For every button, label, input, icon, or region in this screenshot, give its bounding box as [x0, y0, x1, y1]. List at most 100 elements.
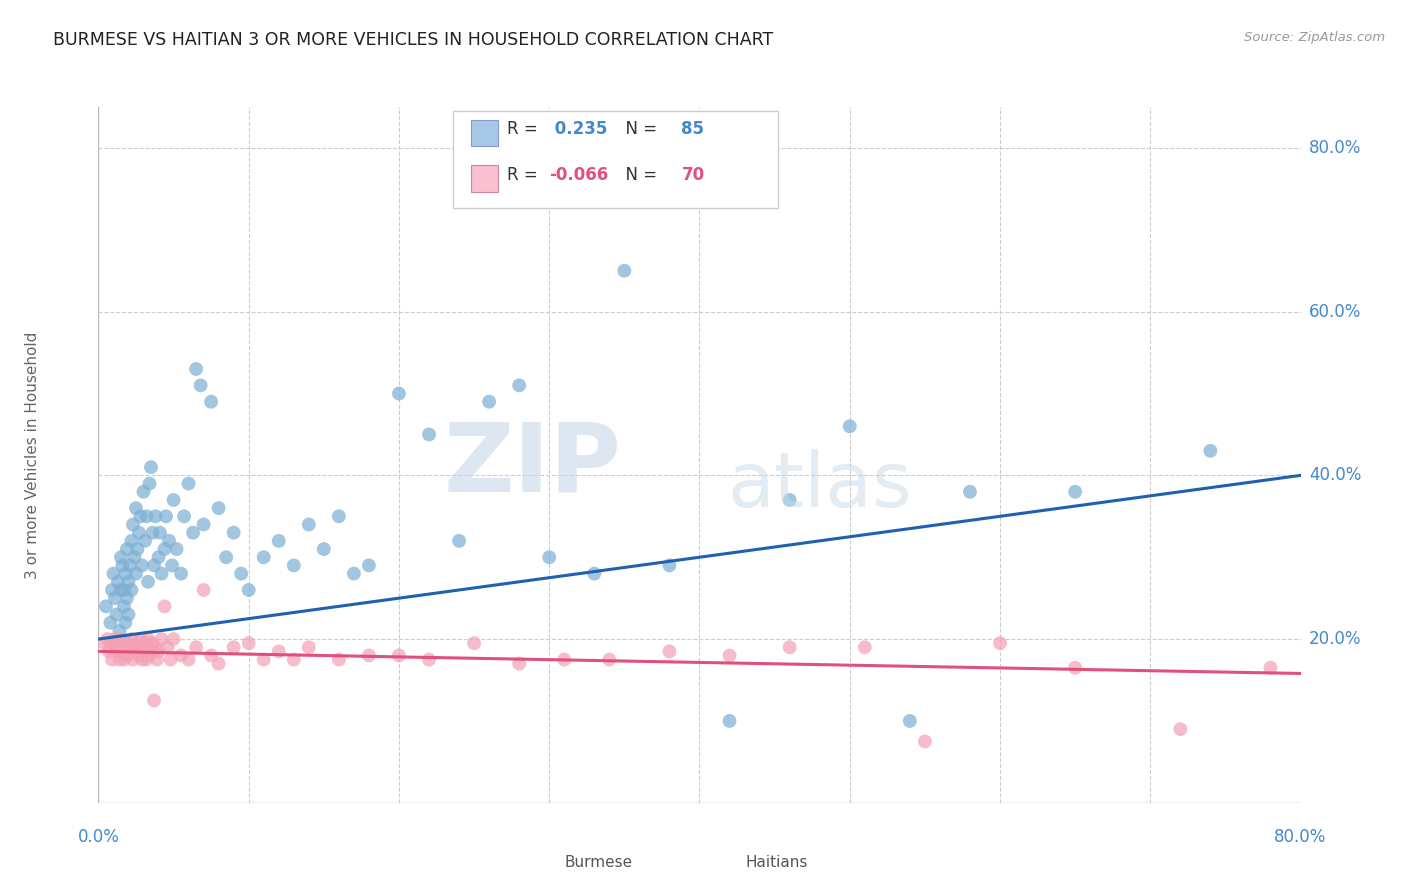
Point	[177, 652, 200, 666]
Point	[231, 566, 253, 581]
Point	[136, 632, 159, 646]
Point	[139, 460, 162, 475]
Text: Haitians: Haitians	[745, 855, 807, 870]
Point	[114, 636, 136, 650]
Point	[115, 542, 138, 557]
Point	[146, 652, 169, 666]
Point	[100, 615, 122, 630]
Point	[200, 394, 222, 409]
Point	[388, 386, 411, 401]
Point	[312, 542, 335, 557]
Point	[190, 378, 212, 392]
Point	[159, 652, 181, 666]
Point	[127, 636, 149, 650]
Point	[110, 644, 132, 658]
Point	[141, 636, 163, 650]
FancyBboxPatch shape	[529, 853, 555, 872]
Point	[121, 582, 143, 597]
Point	[181, 525, 204, 540]
Point	[94, 599, 117, 614]
Point	[598, 652, 620, 666]
Text: 20.0%: 20.0%	[1309, 630, 1361, 648]
Point	[101, 652, 124, 666]
Point	[93, 636, 115, 650]
Point	[200, 648, 222, 663]
Point	[112, 652, 135, 666]
Point	[145, 640, 167, 655]
Point	[122, 652, 145, 666]
Text: atlas: atlas	[727, 450, 912, 524]
Point	[193, 517, 215, 532]
FancyBboxPatch shape	[471, 166, 498, 192]
Point	[101, 582, 124, 597]
Text: 3 or more Vehicles in Household: 3 or more Vehicles in Household	[25, 331, 39, 579]
Point	[115, 591, 138, 606]
Point	[193, 582, 215, 597]
Point	[553, 652, 575, 666]
Point	[112, 599, 135, 614]
Point	[298, 640, 321, 655]
Point	[328, 652, 350, 666]
Point	[170, 566, 193, 581]
Point	[208, 657, 231, 671]
Point	[177, 476, 200, 491]
Text: 0.235: 0.235	[550, 120, 607, 138]
Point	[128, 525, 150, 540]
Point	[170, 648, 193, 663]
Text: R =: R =	[508, 120, 543, 138]
Text: 85: 85	[682, 120, 704, 138]
Point	[779, 640, 801, 655]
Point	[173, 509, 195, 524]
Point	[222, 640, 245, 655]
Point	[143, 693, 166, 707]
Point	[124, 640, 146, 655]
Point	[357, 558, 380, 573]
Point	[298, 517, 321, 532]
Point	[718, 648, 741, 663]
Point	[988, 636, 1011, 650]
FancyBboxPatch shape	[453, 111, 778, 208]
Text: 40.0%: 40.0%	[1309, 467, 1361, 484]
Text: ZIP: ZIP	[443, 419, 621, 512]
Point	[838, 419, 860, 434]
Point	[121, 533, 143, 548]
Point	[135, 509, 157, 524]
Point	[128, 648, 150, 663]
Point	[136, 574, 159, 589]
Point	[447, 533, 470, 548]
Point	[779, 492, 801, 507]
Point	[155, 509, 177, 524]
Point	[111, 632, 134, 646]
Point	[143, 558, 166, 573]
Point	[658, 644, 681, 658]
Point	[1170, 722, 1192, 736]
Point	[343, 566, 366, 581]
Point	[125, 501, 148, 516]
Point	[478, 394, 501, 409]
Point	[267, 644, 290, 658]
Point	[283, 652, 305, 666]
Point	[129, 509, 152, 524]
Point	[238, 636, 260, 650]
Text: Source: ZipAtlas.com: Source: ZipAtlas.com	[1244, 31, 1385, 45]
Point	[115, 648, 138, 663]
Text: 70: 70	[682, 166, 704, 185]
Point	[184, 362, 207, 376]
Point	[141, 525, 163, 540]
Point	[134, 636, 156, 650]
Point	[132, 644, 155, 658]
Point	[129, 632, 152, 646]
Text: R =: R =	[508, 166, 543, 185]
Point	[508, 378, 530, 392]
Point	[96, 632, 118, 646]
Point	[148, 550, 170, 565]
Point	[538, 550, 561, 565]
Point	[508, 657, 530, 671]
Point	[118, 644, 141, 658]
Text: BURMESE VS HAITIAN 3 OR MORE VEHICLES IN HOUSEHOLD CORRELATION CHART: BURMESE VS HAITIAN 3 OR MORE VEHICLES IN…	[53, 31, 773, 49]
Point	[97, 644, 120, 658]
Point	[184, 640, 207, 655]
Point	[418, 652, 440, 666]
Point	[150, 566, 173, 581]
Point	[583, 566, 606, 581]
